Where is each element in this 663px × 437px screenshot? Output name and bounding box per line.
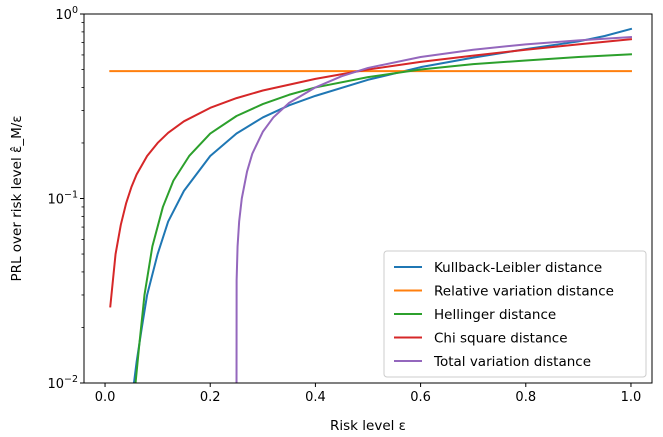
y-tick-label: 10−1 — [47, 190, 78, 208]
series-line-3 — [134, 53, 633, 383]
plot-lines — [109, 27, 633, 383]
x-tick-label: 1.0 — [621, 390, 642, 405]
x-tick-label: 0.6 — [410, 390, 431, 405]
series-line-4 — [109, 38, 633, 308]
legend-label: Hellinger distance — [434, 307, 556, 323]
x-tick-label: 0.8 — [515, 390, 536, 405]
legend-label: Kullback-Leibler distance — [434, 260, 602, 276]
y-axis-label: PRL over risk level ε̂_M/ε — [9, 115, 25, 281]
x-tick-label: 0.4 — [305, 390, 326, 405]
y-tick-label: 100 — [55, 5, 78, 23]
legend-label: Relative variation distance — [434, 284, 614, 300]
series-line-5 — [235, 35, 633, 383]
x-tick-label: 0.0 — [95, 390, 116, 405]
legend-label: Chi square distance — [434, 331, 568, 347]
axes: 0.0 0.2 0.4 0.6 0.8 1.0 10−2 10−1 100 — [47, 5, 653, 405]
legend-box — [383, 250, 647, 378]
legend-label: Total variation distance — [433, 354, 591, 370]
x-axis-label: Risk level ε — [330, 418, 406, 434]
y-tick-label: 10−2 — [47, 374, 78, 392]
x-tick-label: 0.2 — [200, 390, 221, 405]
legend: Kullback-Leibler distance Relative variat… — [383, 250, 647, 378]
